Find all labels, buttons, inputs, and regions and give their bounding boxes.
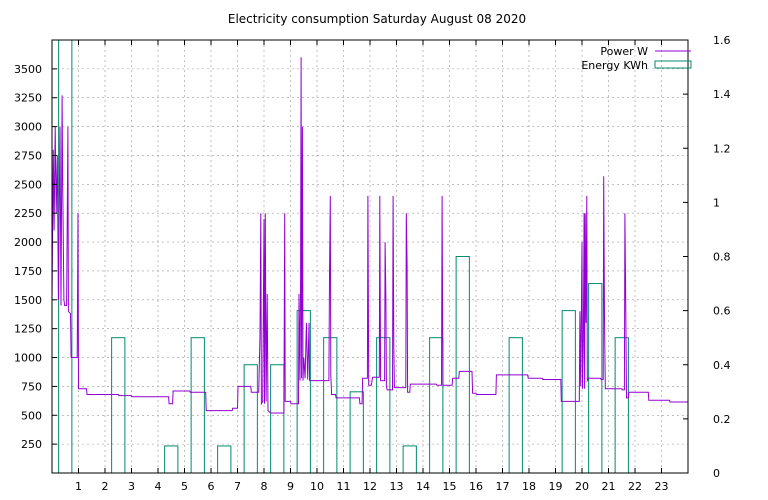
y-tick-label: 1250 [14,323,42,336]
energy-bar [429,337,444,474]
y-tick-label: 3500 [14,63,42,76]
y2-tick-label: 0.2 [713,413,731,426]
x-tick-label: 17 [496,480,510,493]
y-tick-label: 2250 [14,207,42,220]
y-tick-label: 1500 [14,294,42,307]
x-tick-label: 11 [337,480,351,493]
legend-label-power: Power W [600,45,648,58]
axis-ticks: 1 2 3 4 5 6 7 8 9 10 11 12 13 14 15 16 17 18 19 20 21 22 23250… [14,34,731,493]
energy-bar [270,364,285,474]
chart-title: Electricity consumption Saturday August … [228,12,526,26]
y2-tick-label: 0.6 [713,305,731,318]
y-tick-label: 2500 [14,178,42,191]
y-tick-label: 1000 [14,352,42,365]
energy-bar [164,445,179,474]
x-tick-label: 2 [102,480,109,493]
x-tick-label: 23 [655,480,669,493]
x-tick-label: 12 [363,480,377,493]
x-tick-label: 9 [287,480,294,493]
x-tick-label: 14 [416,480,430,493]
energy-bar [217,445,232,474]
energy-bar [243,364,258,474]
y-tick-label: 3000 [14,121,42,134]
legend-sample-energy [654,60,692,69]
x-tick-label: 16 [469,480,483,493]
energy-bar [376,337,391,474]
y2-tick-label: 1.6 [713,34,731,47]
legend-label-energy: Energy KWh [581,59,648,72]
energy-bar [508,337,523,474]
energy-bar [561,310,576,474]
energy-bar [402,445,417,474]
x-tick-label: 18 [522,480,536,493]
x-tick-label: 7 [234,480,241,493]
y2-tick-label: 1.2 [713,142,731,155]
x-tick-label: 1 [75,480,82,493]
x-tick-label: 4 [155,480,162,493]
y-tick-label: 1750 [14,265,42,278]
y2-tick-label: 0 [713,467,720,480]
y-tick-label: 3250 [14,92,42,105]
x-tick-label: 8 [261,480,268,493]
legend: Power W Energy KWh [581,45,692,72]
energy-bar [190,337,205,474]
x-tick-label: 21 [602,480,616,493]
x-tick-label: 13 [390,480,404,493]
y-tick-label: 2750 [14,149,42,162]
y2-tick-label: 1 [713,196,720,209]
y2-tick-label: 1.4 [713,88,731,101]
y-tick-label: 750 [21,380,42,393]
grid-lines [52,40,688,473]
x-tick-label: 10 [310,480,324,493]
x-tick-label: 3 [128,480,135,493]
energy-bar [323,337,338,474]
x-tick-label: 5 [181,480,188,493]
y2-tick-label: 0.8 [713,251,731,264]
y-tick-label: 500 [21,409,42,422]
x-tick-label: 15 [443,480,457,493]
y-tick-label: 2000 [14,236,42,249]
x-tick-label: 22 [628,480,642,493]
energy-bar [111,337,126,474]
x-tick-label: 19 [549,480,563,493]
power-series-line [51,57,688,414]
y-tick-label: 250 [21,438,42,451]
y2-tick-label: 0.4 [713,359,731,372]
energy-bar [455,256,470,474]
x-tick-label: 6 [208,480,215,493]
x-tick-label: 20 [575,480,589,493]
